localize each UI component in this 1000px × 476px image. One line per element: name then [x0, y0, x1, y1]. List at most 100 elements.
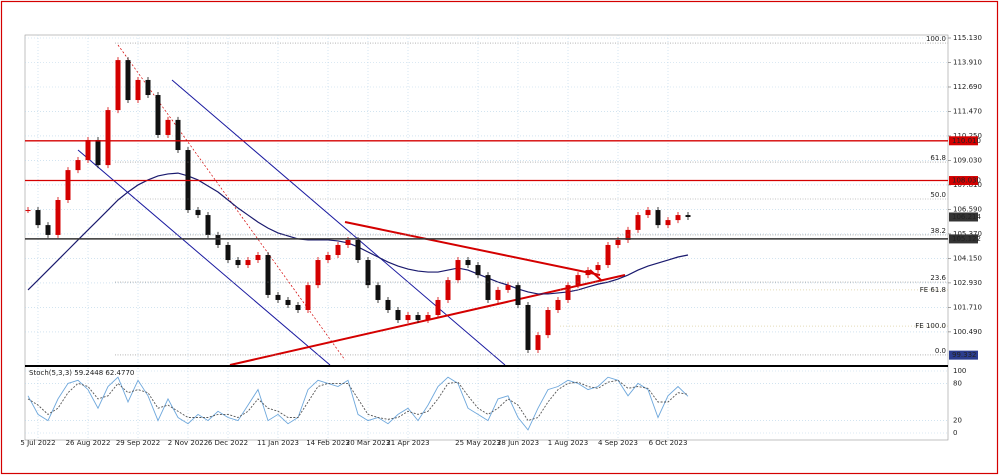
candle: [115, 60, 121, 111]
candle: [665, 220, 671, 226]
candle: [605, 244, 611, 266]
level-box: [949, 176, 978, 186]
fib-label: 23.6: [930, 274, 946, 282]
stoch-tick-label: 20: [953, 417, 962, 425]
x-tick-label: 29 Sep 2022: [116, 439, 160, 447]
candle: [355, 239, 361, 261]
candle: [365, 260, 371, 286]
y-tick-label: 101.710: [953, 303, 982, 311]
x-tick-label: 2 Nov 2022: [168, 439, 208, 447]
candle: [145, 79, 151, 96]
x-tick-label: 21 Apr 2023: [386, 439, 429, 447]
x-tick-label: 4 Sep 2023: [598, 439, 638, 447]
grid: [25, 35, 948, 440]
candle: [65, 170, 71, 201]
x-tick-label: 25 May 2023: [455, 439, 501, 447]
candle: [165, 119, 171, 135]
candle: [465, 260, 471, 266]
candle: [525, 304, 531, 350]
candle: [585, 270, 591, 276]
candle: [685, 215, 691, 217]
level-label: 110.010: [952, 137, 981, 145]
candle: [675, 215, 681, 221]
candle: [95, 139, 101, 166]
x-tick-label: 26 Aug 2022: [66, 439, 111, 447]
candle: [195, 210, 201, 216]
candle: [495, 289, 501, 300]
candle: [235, 260, 241, 266]
x-tick-label: 6 Dec 2022: [208, 439, 248, 447]
channel-line: [171, 79, 506, 366]
candle: [565, 285, 571, 300]
candle: [435, 299, 441, 316]
stoch-line: [27, 376, 689, 431]
candle: [155, 95, 161, 135]
fib-label: 100.0: [926, 35, 946, 43]
channel-line: [77, 149, 331, 366]
fib-label: 50.0: [930, 191, 946, 199]
candle: [215, 234, 221, 245]
candle: [575, 275, 581, 286]
candle: [315, 260, 321, 286]
candle: [505, 285, 511, 290]
candle: [475, 265, 481, 276]
candle: [455, 260, 461, 281]
candle: [245, 260, 251, 266]
x-tick-label: 20 Mar 2023: [346, 439, 390, 447]
level-label: 106.214: [952, 213, 981, 221]
candle: [45, 225, 51, 235]
level-label: 108.030: [952, 177, 981, 185]
candle: [175, 119, 181, 151]
candle: [105, 110, 111, 166]
x-tick-label: 5 Jul 2022: [20, 439, 55, 447]
candle: [545, 310, 551, 336]
candle: [445, 280, 451, 300]
candle: [635, 215, 641, 230]
y-tick-label: 113.910: [953, 59, 982, 67]
candle: [425, 315, 431, 321]
fe-label: FE 61.8: [920, 286, 946, 294]
trend-line: [589, 269, 603, 282]
candle: [75, 160, 81, 171]
x-tick-label: 11 Jan 2023: [257, 439, 299, 447]
candle: [345, 239, 351, 245]
level-label: 105.122: [952, 235, 981, 243]
plot-border: [24, 34, 949, 441]
level-label: 99.332: [952, 351, 977, 359]
candle: [295, 304, 301, 311]
candle: [255, 255, 261, 261]
fib-label: 61.8: [930, 154, 946, 162]
candle: [125, 60, 131, 101]
stoch-title: Stoch(5,3,3) 59.2448 62.4770: [29, 369, 134, 377]
candle: [615, 239, 621, 245]
y-tick-label: 109.030: [953, 156, 982, 164]
y-tick-label: 110.250: [953, 132, 982, 140]
candle: [375, 285, 381, 300]
y-tick-label: 100.490: [953, 328, 982, 336]
y-tick-label: 105.370: [953, 230, 982, 238]
candle: [395, 310, 401, 321]
candle: [285, 299, 291, 305]
candle: [335, 244, 341, 256]
candle: [25, 210, 31, 212]
candle: [485, 275, 491, 300]
candle: [415, 315, 421, 321]
level-box: [949, 350, 978, 360]
candle: [405, 315, 411, 321]
stoch-tick-label: 0: [953, 429, 957, 437]
candle: [275, 294, 281, 300]
x-tick-label: 14 Feb 2023: [306, 439, 350, 447]
candle: [555, 299, 561, 311]
candle: [135, 79, 141, 101]
x-tick-label: 6 Oct 2023: [649, 439, 688, 447]
y-tick-label: 104.150: [953, 254, 982, 262]
stoch-tick-label: 100: [953, 367, 966, 375]
level-box: [949, 136, 978, 146]
candle: [305, 285, 311, 311]
y-tick-label: 106.590: [953, 205, 982, 213]
fib-label: 0.0: [935, 347, 946, 355]
candle: [535, 335, 541, 350]
candle: [645, 210, 651, 216]
fe-label: FE 100.0: [915, 322, 946, 330]
